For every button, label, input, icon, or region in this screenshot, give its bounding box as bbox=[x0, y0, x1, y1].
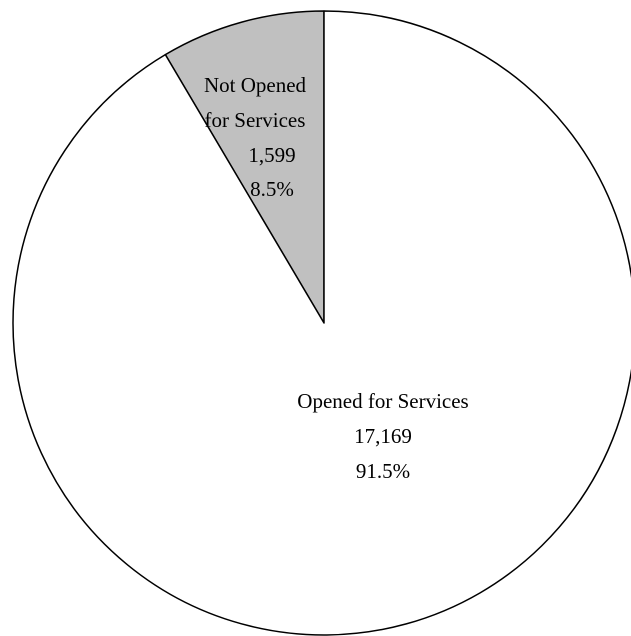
slice-label-opened-line-1: Opened for Services bbox=[297, 389, 468, 413]
pie-slices bbox=[12, 10, 631, 636]
slice-value-opened: 17,169 bbox=[354, 424, 412, 448]
slice-value-not-opened: 1,599 bbox=[248, 143, 295, 167]
slice-label-not-opened-line-2: for Services bbox=[205, 108, 306, 132]
slice-label-not-opened-line-1: Not Opened bbox=[204, 73, 307, 97]
pie-slice-not-opened bbox=[164, 10, 325, 324]
slice-percent-not-opened: 8.5% bbox=[250, 177, 294, 201]
pie-slice-opened bbox=[12, 10, 631, 636]
pie-labels: Not Opened for Services 1,599 8.5% Opene… bbox=[204, 73, 469, 483]
slice-percent-opened: 91.5% bbox=[356, 459, 410, 483]
